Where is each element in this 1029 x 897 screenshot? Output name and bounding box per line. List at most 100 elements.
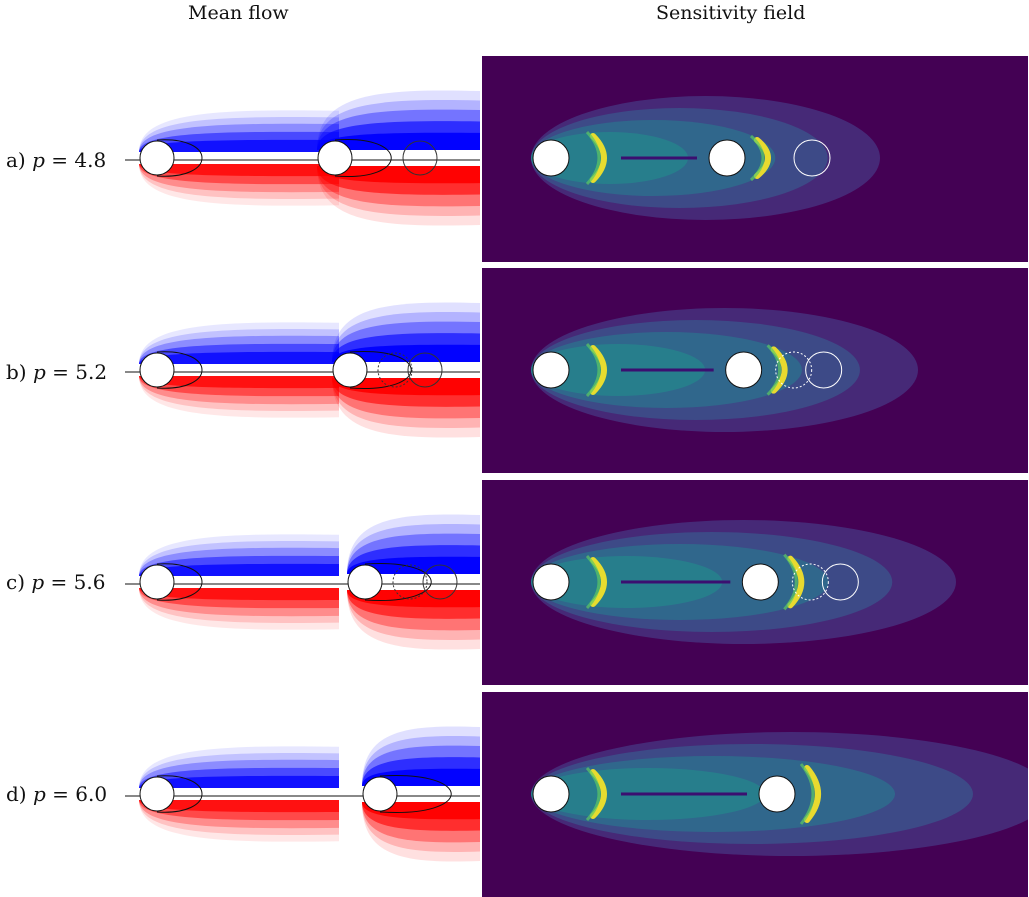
sensitivity-peak-upstream xyxy=(585,130,601,186)
ghost-cylinder xyxy=(407,352,443,388)
recirculation-bubble xyxy=(156,139,203,177)
mean-flow-plot-b xyxy=(125,302,480,438)
sensitivity-peak-downstream xyxy=(804,765,821,823)
sensitivity-peak-upstream xyxy=(585,554,601,610)
positive-vorticity-lobe xyxy=(139,376,339,389)
mean-flow-plot-c xyxy=(125,514,480,650)
downstream-cylinder xyxy=(317,140,353,176)
recirculation-bubble xyxy=(156,563,203,601)
ghost-cylinder xyxy=(377,352,413,388)
mean-flow-column-title: Mean flow xyxy=(188,2,289,24)
negative-vorticity-lobe xyxy=(139,139,339,152)
p-value: = 4.8 xyxy=(51,148,107,172)
ghost-cylinder xyxy=(392,564,428,600)
row-letter: c) xyxy=(6,570,26,594)
sensitivity-panel-b xyxy=(482,268,1028,473)
positive-vorticity-lobe xyxy=(139,588,339,601)
negative-vorticity-lobe xyxy=(332,344,480,362)
recirculation-bubble xyxy=(156,775,203,813)
downstream-cylinder xyxy=(347,564,383,600)
sensitivity-peak-upstream xyxy=(590,769,607,819)
negative-vorticity-lobe xyxy=(139,775,339,788)
sensitivity-panel-d xyxy=(482,692,1028,897)
sensitivity-peak-upstream xyxy=(585,342,601,398)
ghost-cylinder xyxy=(402,140,438,176)
sensitivity-peak-upstream xyxy=(585,766,601,822)
positive-vorticity-lobe xyxy=(139,164,339,177)
p-symbol: p xyxy=(32,148,45,172)
row-label-c: c) p = 5.6 xyxy=(6,570,105,594)
upstream-cylinder xyxy=(139,776,175,812)
sensitivity-plot-c xyxy=(482,480,1028,685)
downstream-cylinder xyxy=(708,139,746,177)
row-label-d: d) p = 6.0 xyxy=(6,782,107,806)
sensitivity-peak-downstream xyxy=(770,346,788,394)
upstream-cylinder xyxy=(139,352,175,388)
upstream-cylinder xyxy=(532,563,570,601)
sensitivity-field-column-title: Sensitivity field xyxy=(656,2,806,24)
row-letter: a) xyxy=(6,148,26,172)
upstream-cylinder xyxy=(532,775,570,813)
mean-flow-panel-d xyxy=(125,692,480,897)
mean-flow-panel-a xyxy=(125,56,480,262)
p-symbol: p xyxy=(31,570,45,594)
sensitivity-panel-a xyxy=(482,56,1028,262)
downstream-cylinder xyxy=(725,351,763,389)
ghost-cylinder xyxy=(793,139,831,177)
downstream-cylinder xyxy=(362,776,398,812)
recirculation-bubble xyxy=(156,351,203,389)
ghost-cylinder xyxy=(821,563,859,601)
sensitivity-peak-downstream xyxy=(766,344,782,396)
sensitivity-peak-upstream xyxy=(590,345,607,395)
negative-vorticity-lobe xyxy=(317,132,480,150)
sensitivity-plot-d xyxy=(482,692,1028,897)
sensitivity-contour xyxy=(531,132,689,184)
p-value: = 5.2 xyxy=(52,360,108,384)
negative-vorticity-lobe xyxy=(139,351,339,364)
recirculation-bubble xyxy=(379,774,452,814)
ghost-cylinder xyxy=(422,564,458,600)
p-symbol: p xyxy=(32,360,46,384)
sensitivity-peak-downstream xyxy=(787,555,805,609)
mean-flow-panel-c xyxy=(125,480,480,685)
sensitivity-panel-c xyxy=(482,480,1028,685)
recirculation-bubble xyxy=(349,350,412,390)
row-letter: d) xyxy=(6,782,27,806)
upstream-cylinder xyxy=(532,351,570,389)
negative-vorticity-lobe xyxy=(139,563,339,576)
downstream-cylinder xyxy=(758,775,796,813)
upstream-cylinder xyxy=(532,139,570,177)
p-value: = 6.0 xyxy=(52,782,108,806)
recirculation-bubble xyxy=(334,138,392,178)
positive-vorticity-lobe xyxy=(332,378,480,396)
upstream-cylinder xyxy=(139,564,175,600)
positive-vorticity-lobe xyxy=(317,166,480,184)
row-letter: b) xyxy=(6,360,27,384)
p-value: = 5.6 xyxy=(50,570,106,594)
ghost-cylinder xyxy=(805,351,843,389)
row-label-a: a) p = 4.8 xyxy=(6,148,106,172)
positive-vorticity-lobe xyxy=(347,590,480,608)
ghost-cylinder xyxy=(775,351,813,389)
sensitivity-peak-downstream xyxy=(754,137,771,179)
sensitivity-peak-upstream xyxy=(590,557,607,607)
sensitivity-peak-upstream xyxy=(590,133,607,183)
sensitivity-contour xyxy=(531,344,706,396)
sensitivity-plot-a xyxy=(482,56,1028,262)
row-label-b: b) p = 5.2 xyxy=(6,360,107,384)
mean-flow-panel-b xyxy=(125,268,480,473)
sensitivity-peak-downstream xyxy=(799,763,815,825)
mean-flow-plot-d xyxy=(125,726,480,862)
recirculation-bubble xyxy=(364,562,432,602)
downstream-cylinder xyxy=(741,563,779,601)
upstream-cylinder xyxy=(139,140,175,176)
downstream-cylinder xyxy=(332,352,368,388)
negative-vorticity-lobe xyxy=(347,556,480,574)
positive-vorticity-lobe xyxy=(139,800,339,813)
ghost-cylinder xyxy=(791,563,829,601)
sensitivity-peak-downstream xyxy=(783,553,798,611)
mean-flow-plot-a xyxy=(125,90,480,226)
sensitivity-peak-downstream xyxy=(749,134,765,182)
sensitivity-plot-b xyxy=(482,268,1028,473)
p-symbol: p xyxy=(32,782,46,806)
